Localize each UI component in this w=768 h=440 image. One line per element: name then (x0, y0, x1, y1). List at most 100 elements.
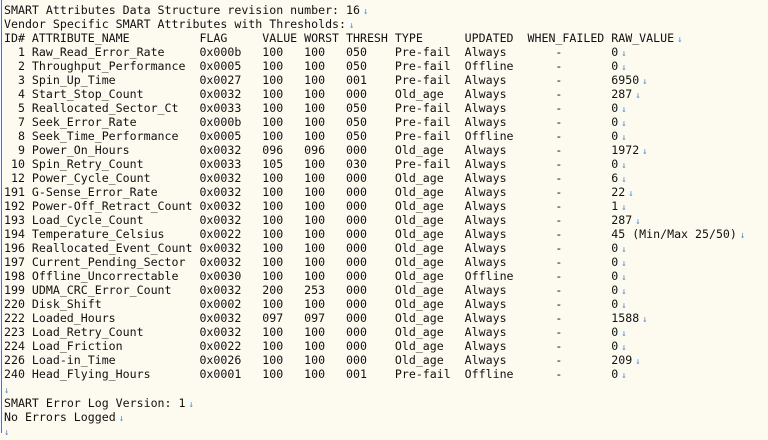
flag: 0x0032 (199, 143, 241, 157)
no-errors-text: No Errors Logged (4, 410, 116, 424)
raw-value-text: 1588 (611, 311, 640, 325)
thresh-text: 000 (346, 199, 367, 213)
raw-value: 0 ↓ (611, 283, 626, 299)
when-failed-text: - (555, 283, 563, 297)
updated-text: Always (464, 255, 507, 269)
attribute-name: Current_Pending_Sector (32, 255, 186, 269)
updated: Always (465, 171, 507, 185)
row-id-text: 192 (4, 199, 25, 213)
value: 100 (262, 115, 283, 129)
worst: 100 (304, 241, 325, 255)
when-failed-text: - (555, 269, 563, 283)
worst-text: 100 (304, 171, 326, 185)
thresh: 000 (346, 255, 367, 269)
attribute-name: Offline_Uncorrectable (32, 269, 179, 283)
eol-arrow-icon: ↓ (349, 21, 355, 31)
row-id: 8 (4, 129, 25, 143)
type: Pre-fail (395, 101, 451, 115)
updated-text: Always (464, 199, 507, 213)
type: Pre-fail (395, 157, 451, 171)
updated-text: Offline (464, 59, 514, 73)
value-text: 100 (262, 297, 284, 311)
value-text: 100 (262, 213, 284, 227)
type-text: Pre-fail (394, 59, 451, 73)
table-row: 198 Offline_Uncorrectable 0x0030 100 100 000 O… (4, 269, 764, 283)
thresh: 000 (346, 185, 367, 199)
worst: 100 (304, 185, 325, 199)
row-id: 1 (4, 45, 25, 59)
updated-text: Always (464, 73, 507, 87)
eol-arrow-icon: ↓ (621, 175, 627, 185)
flag-text: 0x0032 (199, 241, 242, 255)
raw-value: 0 ↓ (611, 269, 626, 285)
attribute-name: Reallocated_Sector_Ct (32, 101, 179, 115)
worst-text: 100 (304, 87, 326, 101)
value: 100 (262, 297, 283, 311)
when-failed-text: - (555, 59, 563, 73)
updated: Always (465, 87, 507, 101)
flag: 0x0033 (199, 157, 241, 171)
thresh: 001 (346, 73, 367, 87)
worst-text: 100 (304, 367, 326, 381)
worst: 100 (304, 297, 325, 311)
row-id-text: 8 (17, 129, 25, 143)
value-text: 100 (262, 199, 284, 213)
raw-value-text: 0 (611, 325, 619, 339)
updated: Always (465, 255, 507, 269)
worst: 100 (304, 115, 325, 129)
value-text: 100 (262, 59, 284, 73)
thresh-text: 000 (346, 227, 367, 241)
raw-value-text: 0 (611, 339, 619, 353)
eol-arrow-icon: ↓ (621, 343, 627, 353)
value: 100 (262, 73, 283, 87)
type: Old_age (395, 87, 444, 101)
eol-arrow-icon: ↓ (621, 105, 627, 115)
eol-arrow-icon: ↓ (628, 189, 634, 199)
when-failed: - (555, 283, 562, 297)
row-id-text: 5 (17, 101, 25, 115)
when-failed-text: - (555, 241, 563, 255)
type: Old_age (395, 241, 444, 255)
value: 100 (262, 367, 283, 381)
flag-text: 0x0033 (199, 101, 242, 115)
when-failed: - (555, 171, 562, 185)
worst-text: 100 (304, 255, 326, 269)
when-failed-text: - (555, 45, 563, 59)
type: Old_age (395, 339, 444, 353)
type: Old_age (395, 199, 444, 213)
attribute-name: Spin_Up_Time (32, 73, 116, 87)
eol-arrow-icon: ↓ (621, 329, 627, 339)
updated: Always (465, 199, 507, 213)
row-id: 7 (4, 115, 25, 129)
type: Old_age (395, 311, 444, 325)
type-text: Old_age (394, 297, 444, 311)
raw-value-text: 0 (611, 59, 619, 73)
when-failed: - (555, 199, 562, 213)
eol-arrow-icon: ↓ (621, 133, 627, 143)
updated: Always (465, 185, 507, 199)
worst-text: 100 (304, 157, 326, 171)
error-log-text: SMART Error Log Version: 1 (4, 396, 186, 410)
flag: 0x0022 (199, 227, 241, 241)
value-text: 100 (262, 339, 284, 353)
value: 100 (262, 171, 283, 185)
table-row: 7 Seek_Error_Rate 0x000b 100 100 050 Pre-fail A… (4, 115, 764, 129)
flag: 0x0002 (199, 297, 241, 311)
row-id-text: 194 (4, 227, 25, 241)
raw-value-text: 0 (611, 129, 619, 143)
table-row: 194 Temperature_Celsius 0x0022 100 100 000 Old… (4, 227, 764, 241)
value-text: 097 (262, 311, 284, 325)
flag-text: 0x0002 (199, 297, 242, 311)
table-row: 199 UDMA_CRC_Error_Count 0x0032 200 253 000 Ol… (4, 283, 764, 297)
when-failed: - (555, 325, 562, 339)
when-failed: - (555, 129, 562, 143)
row-id-text: 220 (4, 297, 25, 311)
row-id: 194 (4, 227, 25, 241)
column-header-row: ID# ATTRIBUTE_NAME FLAG VALUE WORST THRE… (4, 31, 764, 45)
thresh: 000 (346, 297, 367, 311)
col-type: TYPE (394, 31, 423, 45)
attribute-name: Load-in_Time (32, 353, 116, 367)
updated-text: Always (464, 241, 507, 255)
raw-value-text: 0 (611, 241, 619, 255)
row-id: 2 (4, 59, 25, 73)
